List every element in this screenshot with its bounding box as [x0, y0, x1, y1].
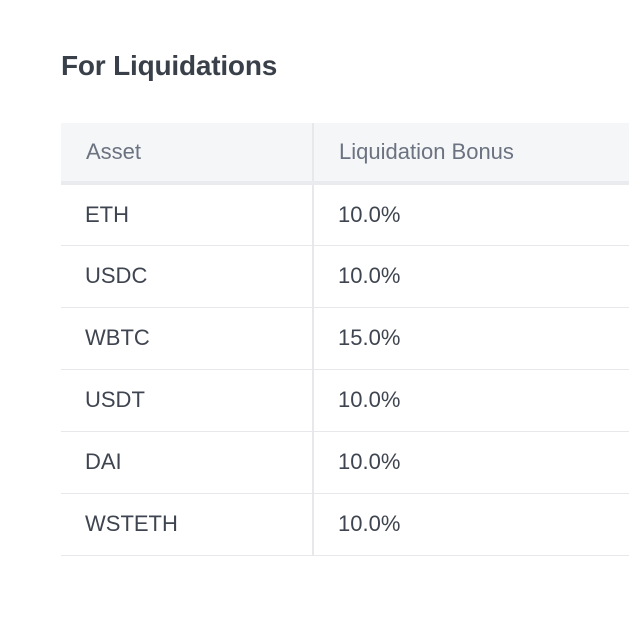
section-title: For Liquidations [61, 50, 278, 81]
bonus-cell: 10.0% [312, 369, 629, 432]
asset-cell: USDC [61, 245, 313, 308]
asset-cell: USDT [61, 369, 313, 432]
table-row: DAI 10.0% [61, 431, 629, 494]
asset-cell: WBTC [61, 307, 313, 370]
asset-cell: ETH [61, 183, 313, 246]
liquidation-bonus-table: Asset Liquidation Bonus ETH 10.0% USDC 1… [61, 123, 629, 556]
bonus-cell: 10.0% [312, 183, 629, 246]
table-row: USDC 10.0% [61, 245, 629, 308]
column-header-liquidation-bonus: Liquidation Bonus [312, 123, 629, 185]
asset-cell: WSTETH [61, 493, 313, 556]
bonus-cell: 10.0% [312, 493, 629, 556]
table-row: ETH 10.0% [61, 183, 629, 246]
asset-cell: DAI [61, 431, 313, 494]
table-row: WSTETH 10.0% [61, 493, 629, 556]
column-header-asset: Asset [61, 123, 313, 185]
table-row: USDT 10.0% [61, 369, 629, 432]
bonus-cell: 15.0% [312, 307, 629, 370]
table-row: WBTC 15.0% [61, 307, 629, 370]
table-header-row: Asset Liquidation Bonus [61, 123, 629, 185]
bonus-cell: 10.0% [312, 245, 629, 308]
bonus-cell: 10.0% [312, 431, 629, 494]
